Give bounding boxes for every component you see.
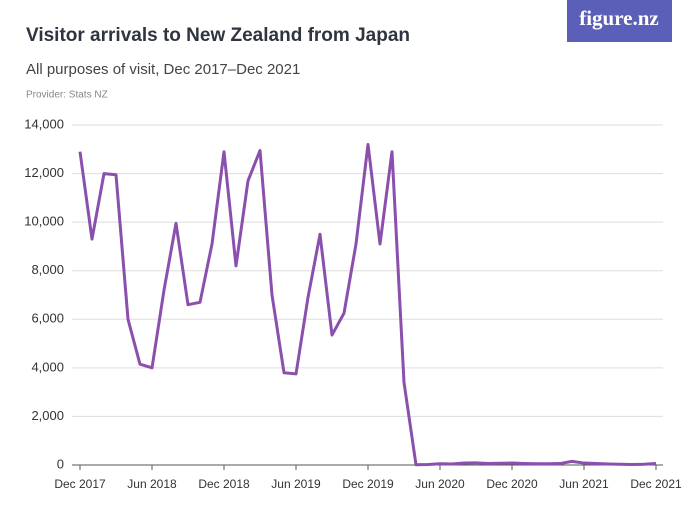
y-tick-label: 8,000 [31, 262, 64, 277]
logo-box [567, 0, 672, 42]
y-tick-label: 6,000 [31, 311, 64, 326]
x-tick-label: Jun 2021 [559, 477, 609, 491]
y-tick-label: 2,000 [31, 408, 64, 423]
x-tick-label: Dec 2021 [630, 477, 682, 491]
x-tick-label: Dec 2019 [342, 477, 394, 491]
x-tick-label: Dec 2017 [54, 477, 106, 491]
provider: Provider: Stats NZ [26, 90, 108, 101]
x-tick-label: Jun 2020 [415, 477, 465, 491]
y-tick-label: 14,000 [24, 116, 64, 131]
y-tick-label: 12,000 [24, 165, 64, 180]
x-tick-label: Dec 2020 [486, 477, 538, 491]
chart-title: Visitor arrivals to New Zealand from Jap… [26, 25, 410, 46]
y-tick-label: 10,000 [24, 214, 64, 229]
y-tick-label: 0 [57, 456, 64, 471]
x-tick-label: Dec 2018 [198, 477, 250, 491]
data-line [78, 142, 657, 467]
logo: figure.nz [579, 6, 659, 30]
x-tick-label: Jun 2018 [127, 477, 177, 491]
x-tick-label: Jun 2019 [271, 477, 321, 491]
y-tick-label: 4,000 [31, 359, 64, 374]
chart-subtitle: All purposes of visit, Dec 2017–Dec 2021 [26, 61, 300, 78]
